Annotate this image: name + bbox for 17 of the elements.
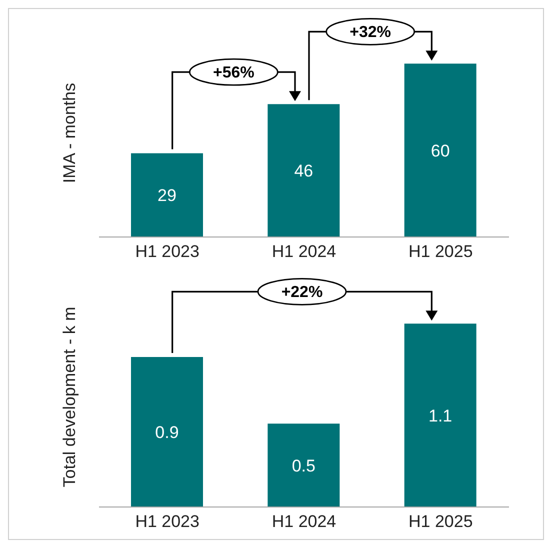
annotation: +56% <box>212 64 254 82</box>
x-tick-label: H1 2023 <box>135 242 200 262</box>
data-label: 46 <box>294 162 314 181</box>
data-label: 1.1 <box>428 406 452 426</box>
x-tick-label: H1 2024 <box>272 242 336 262</box>
x-tick-label: H1 2025 <box>408 512 473 532</box>
data-label: 0.5 <box>292 456 316 476</box>
text: +22% <box>281 284 323 302</box>
data-label: 29 <box>158 186 176 206</box>
x-tick-label: H1 2025 <box>408 242 473 262</box>
data-label: 60 <box>430 141 450 160</box>
text: +32% <box>350 24 392 42</box>
x-tick-label: H1 2023 <box>135 512 200 532</box>
x-tick-label: H1 2024 <box>272 512 336 532</box>
y-axis-title: IMA - months <box>60 82 79 184</box>
y-axis-title: Total development - k m <box>60 306 79 488</box>
data-label: 0.9 <box>155 423 179 442</box>
